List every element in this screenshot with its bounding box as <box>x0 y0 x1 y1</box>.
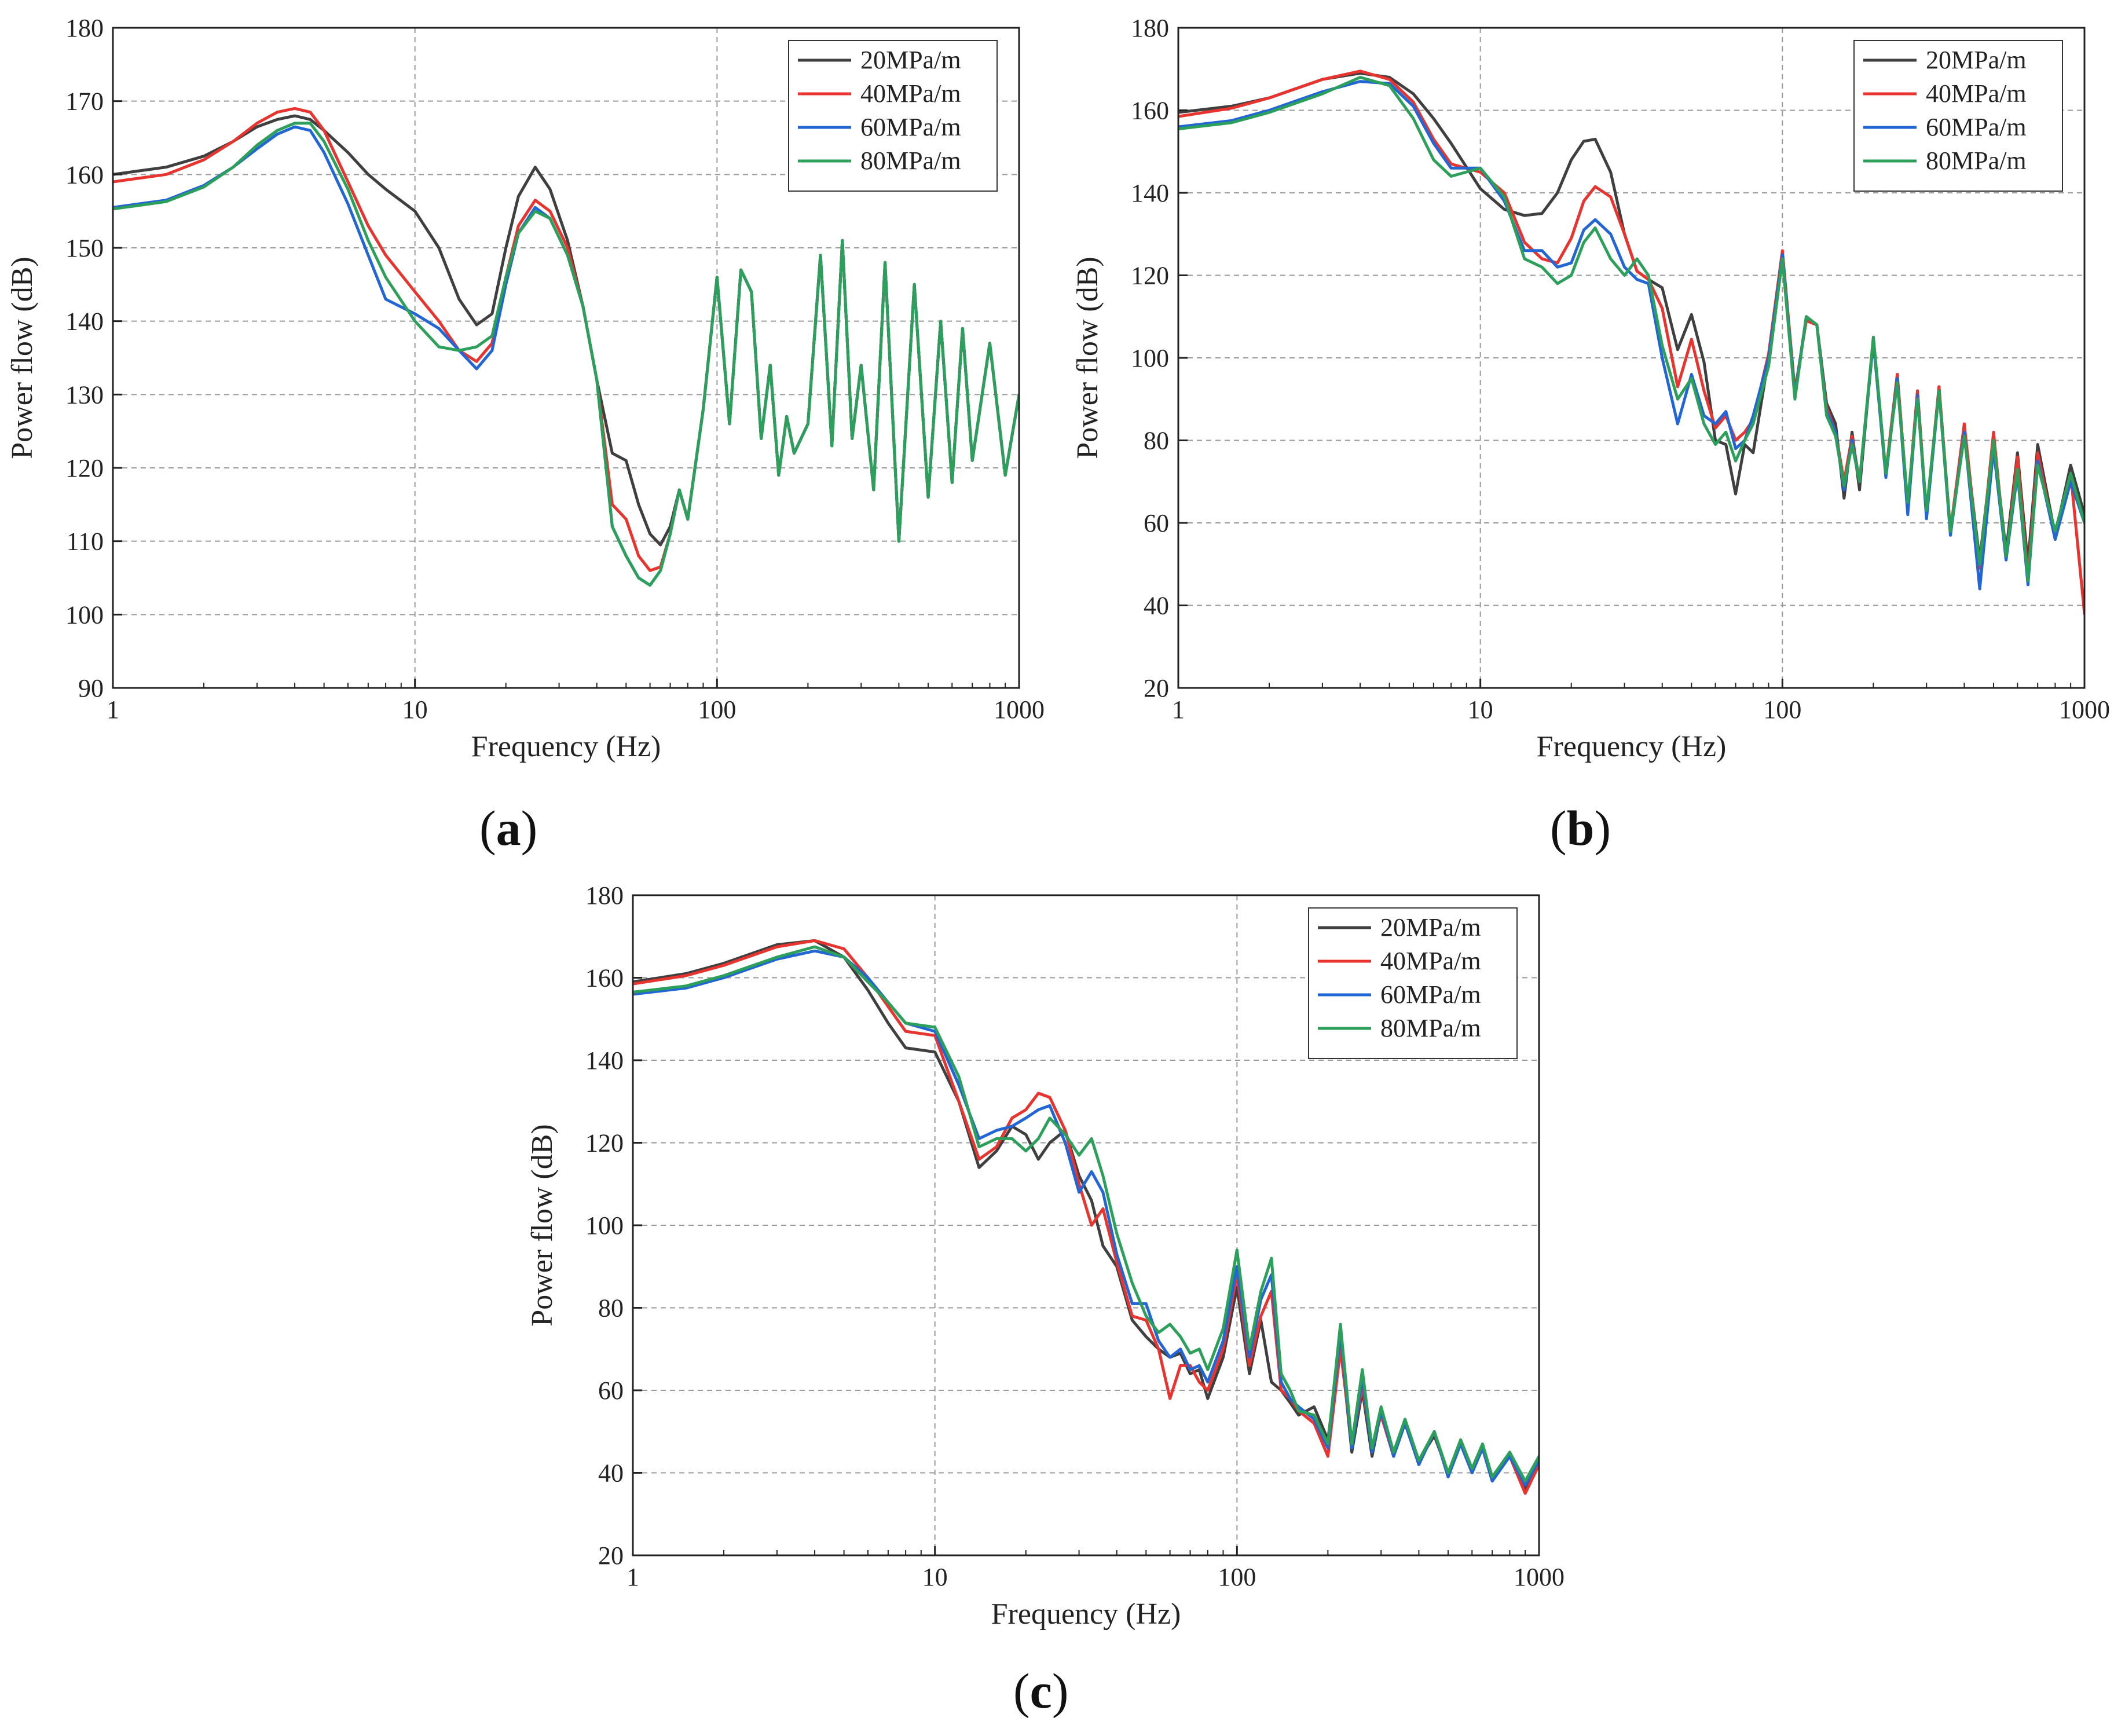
y-tick-label: 150 <box>65 234 104 262</box>
y-tick-label: 140 <box>65 307 104 336</box>
series-group <box>113 107 1019 587</box>
y-tick-label: 110 <box>67 528 104 556</box>
y-tick-label: 160 <box>65 160 104 189</box>
y-tick-label: 140 <box>1131 179 1169 207</box>
panel-b: 1 10 100 1000 20 40 60 80 100 120 140 160 180 Frequen… <box>1062 0 2125 880</box>
y-tick-label: 40 <box>1144 592 1169 620</box>
y-tick-label: 60 <box>1144 509 1169 537</box>
y-tick-label: 90 <box>78 674 104 702</box>
legend-label: 80MPa/m <box>1380 1014 1481 1042</box>
y-axis-label: Power flow (dB) <box>526 1124 559 1327</box>
x-tick-label: 1000 <box>994 695 1045 724</box>
x-axis-label: Frequency (Hz) <box>471 730 661 763</box>
plot-frame <box>112 27 1020 689</box>
legend-box <box>1308 907 1518 1059</box>
y-axis-label: Power flow (dB) <box>6 257 39 459</box>
legend: 20MPa/m 40MPa/m 60MPa/m 80MPa/m <box>788 40 998 192</box>
y-tick-label: 180 <box>65 14 104 42</box>
y-tick-label: 60 <box>598 1376 624 1405</box>
y-tick-label: 20 <box>1144 674 1169 702</box>
y-tick-label: 80 <box>1144 427 1169 455</box>
legend-label: 40MPa/m <box>860 79 961 108</box>
legend-box <box>788 40 998 192</box>
y-tick-label: 20 <box>598 1541 624 1570</box>
x-tick-label: 10 <box>402 695 428 724</box>
panel-a: 1 10 100 1000 90 100 110 120 130 140 150 160 170 180 F… <box>0 0 1062 880</box>
legend-label: 20MPa/m <box>1380 913 1481 942</box>
series-line-80mpam <box>113 122 1019 587</box>
x-axis-label: Frequency (Hz) <box>1537 730 1727 763</box>
x-tick-label: 100 <box>1218 1563 1256 1591</box>
y-tick-label: 40 <box>598 1459 624 1488</box>
axes: 1 10 100 1000 20 40 60 80 100 120 140 160 180 <box>585 881 1565 1591</box>
power-flow-chart-b: 1 10 100 1000 20 40 60 80 100 120 140 160 180 Frequen… <box>1071 14 2110 763</box>
panel-c: 1 10 100 1000 20 40 60 80 100 120 140 160 180 Frequen… <box>521 863 1584 1736</box>
series-line-80mpam <box>1178 76 2084 583</box>
legend-label: 60MPa/m <box>1380 980 1481 1009</box>
series-line-60mpam <box>113 125 1019 587</box>
y-tick-label: 160 <box>585 964 624 992</box>
y-tick-label: 100 <box>585 1211 624 1240</box>
legend-label: 80MPa/m <box>860 147 961 175</box>
power-flow-chart-c: 1 10 100 1000 20 40 60 80 100 120 140 160 180 Frequen… <box>526 881 1565 1631</box>
panel-label-a: (a) <box>479 800 538 856</box>
x-tick-label: 1000 <box>2059 695 2110 724</box>
x-tick-label: 10 <box>1468 695 1493 724</box>
y-tick-label: 140 <box>585 1046 624 1075</box>
y-tick-label: 100 <box>65 600 104 629</box>
y-tick-label: 160 <box>1131 97 1169 125</box>
y-tick-label: 80 <box>598 1294 624 1323</box>
y-tick-label: 100 <box>1131 344 1169 372</box>
power-flow-chart-a: 1 10 100 100090100110120130140150160170180F… <box>6 14 1045 763</box>
y-tick-label: 120 <box>65 454 104 482</box>
x-tick-label: 1 <box>626 1563 639 1591</box>
legend-label: 40MPa/m <box>1380 947 1481 975</box>
legend-label: 20MPa/m <box>860 46 961 74</box>
y-tick-label: 120 <box>1131 262 1169 290</box>
legend: 20MPa/m 40MPa/m 60MPa/m 80MPa/m <box>1308 907 1518 1059</box>
x-tick-label: 1000 <box>1514 1563 1565 1591</box>
legend-label: 20MPa/m <box>1926 46 2027 74</box>
series-line-80mpam <box>633 945 1539 1483</box>
legend-box <box>1853 40 2063 192</box>
legend-label: 40MPa/m <box>1926 79 2027 108</box>
x-tick-label: 100 <box>698 695 736 724</box>
x-tick-label: 10 <box>922 1563 948 1591</box>
y-tick-label: 170 <box>65 87 104 116</box>
x-tick-label: 1 <box>1172 695 1185 724</box>
y-tick-label: 120 <box>585 1129 624 1158</box>
legend-label: 60MPa/m <box>1926 113 2027 141</box>
x-tick-label: 100 <box>1763 695 1801 724</box>
x-axis-label: Frequency (Hz) <box>991 1598 1181 1631</box>
y-tick-label: 180 <box>1131 14 1169 42</box>
y-tick-label: 130 <box>65 380 104 409</box>
axes: 1 10 100 1000 20 40 60 80 100 120 140 160 180 <box>1131 14 2110 724</box>
legend: 20MPa/m 40MPa/m 60MPa/m 80MPa/m <box>1853 40 2063 192</box>
legend-label: 80MPa/m <box>1926 147 2027 175</box>
legend-label: 60MPa/m <box>860 113 961 141</box>
series-group <box>633 939 1539 1495</box>
y-tick-label: 180 <box>585 881 624 910</box>
panel-label-c: (c) <box>1013 1663 1069 1719</box>
series-group <box>1178 69 2084 616</box>
y-axis-label: Power flow (dB) <box>1071 257 1104 459</box>
panel-label-b: (b) <box>1550 800 1611 856</box>
x-tick-label: 1 <box>107 695 119 724</box>
